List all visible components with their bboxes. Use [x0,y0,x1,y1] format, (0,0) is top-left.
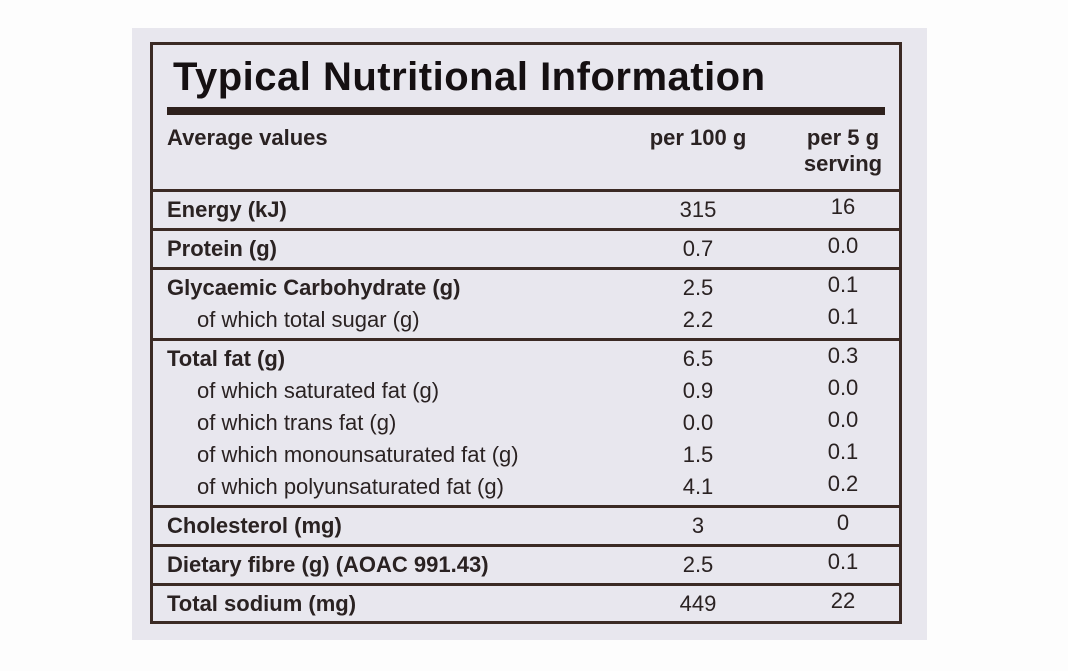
nutrient-row: Dietary fibre (g) (AOAC 991.43) 2.5 0.1 [153,549,899,581]
per-serving-value: 0.3 [827,343,859,368]
label-box: Typical Nutritional Information Average … [150,42,902,624]
nutrient-row: Total fat (g) 6.5 0.3 [153,343,899,375]
section: Cholesterol (mg) 3 0 [153,508,899,547]
nutrient-name: of which monounsaturated fat (g) [197,442,519,467]
section: Protein (g) 0.7 0.0 [153,231,899,270]
nutrient-name: Cholesterol (mg) [167,513,342,538]
nutrition-label: Typical Nutritional Information Average … [132,28,927,640]
nutrient-name: Total sodium (mg) [167,591,357,616]
per-serving-value: 0 [836,510,850,535]
per-serving-value: 0.1 [827,439,859,464]
nutrient-row: Cholesterol (mg) 3 0 [153,510,899,542]
per-100g-value: 449 [679,591,717,616]
per-serving-value: 16 [830,194,856,219]
sub-nutrient-row: of which trans fat (g) 0.0 0.0 [153,407,899,439]
nutrient-name: Total fat (g) [167,346,286,371]
per-100g-value: 6.5 [682,346,714,371]
section: Glycaemic Carbohydrate (g) 2.5 0.1 of which… [153,270,899,341]
title-bar [167,107,885,115]
per-serving-value: 22 [830,588,856,613]
nutrient-name: of which saturated fat (g) [197,378,440,403]
header-per-serving: per 5 g serving [803,125,883,176]
section: Dietary fibre (g) (AOAC 991.43) 2.5 0.1 [153,547,899,586]
header-name: Average values [167,125,328,150]
sub-nutrient-row: of which saturated fat (g) 0.9 0.0 [153,375,899,407]
nutrient-name: Glycaemic Carbohydrate (g) [167,275,461,300]
per-serving-value: 0.1 [827,272,859,297]
per-100g-value: 3 [691,513,705,538]
nutrient-row: Glycaemic Carbohydrate (g) 2.5 0.1 [153,272,899,304]
header-per-100g: per 100 g [649,125,747,150]
nutrient-row: Energy (kJ) 315 16 [153,194,899,226]
per-serving-value: 0.0 [827,407,859,432]
nutrient-name: Protein (g) [167,236,277,261]
per-serving-value: 0.1 [827,304,859,329]
per-100g-value: 2.5 [682,552,714,577]
per-100g-value: 315 [679,197,717,222]
per-serving-value: 0.0 [827,375,859,400]
nutrient-name: Energy (kJ) [167,197,287,222]
per-100g-value: 0.0 [682,410,714,435]
per-100g-value: 0.7 [682,236,714,261]
nutrient-name: of which polyunsaturated fat (g) [197,474,504,499]
nutrient-name: of which trans fat (g) [197,410,397,435]
nutrient-name: of which total sugar (g) [197,307,420,332]
per-100g-value: 2.5 [682,275,714,300]
section: Total sodium (mg) 449 22 [153,586,899,622]
per-serving-value: 0.1 [827,549,859,574]
rows: Energy (kJ) 315 16 Protein (g) 0.7 0.0 Glycaem… [153,192,899,621]
header-row: Average values per 100 g per 5 g serving [153,119,899,192]
nutrient-row: Total sodium (mg) 449 22 [153,588,899,620]
per-100g-value: 4.1 [682,474,714,499]
per-serving-value: 0.2 [827,471,859,496]
per-serving-value: 0.0 [827,233,859,258]
nutrient-row: Protein (g) 0.7 0.0 [153,233,899,265]
sub-nutrient-row: of which total sugar (g) 2.2 0.1 [153,304,899,336]
sub-nutrient-row: of which polyunsaturated fat (g) 4.1 0.2 [153,471,899,503]
nutrient-name: Dietary fibre (g) (AOAC 991.43) [167,552,489,577]
per-100g-value: 1.5 [682,442,714,467]
section: Energy (kJ) 315 16 [153,192,899,231]
section: Total fat (g) 6.5 0.3 of which saturated fa… [153,341,899,508]
per-100g-value: 0.9 [682,378,714,403]
per-100g-value: 2.2 [682,307,714,332]
sub-nutrient-row: of which monounsaturated fat (g) 1.5 0.1 [153,439,899,471]
title: Typical Nutritional Information [173,55,766,99]
